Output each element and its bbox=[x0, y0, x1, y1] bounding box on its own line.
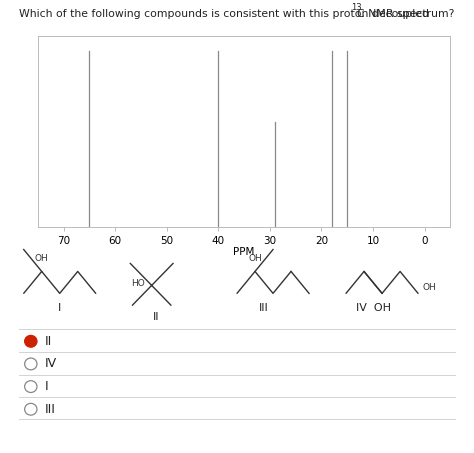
Text: OH: OH bbox=[35, 255, 49, 264]
Text: III: III bbox=[45, 403, 56, 416]
Text: IV  OH: IV OH bbox=[356, 304, 391, 313]
Text: Which of the following compounds is consistent with this proton decoupled: Which of the following compounds is cons… bbox=[19, 9, 432, 19]
Text: IV: IV bbox=[45, 357, 57, 371]
Text: HO: HO bbox=[131, 279, 145, 288]
Text: I: I bbox=[58, 304, 61, 313]
X-axis label: PPM: PPM bbox=[233, 247, 255, 257]
Text: I: I bbox=[45, 380, 49, 393]
Text: OH: OH bbox=[423, 283, 437, 292]
Text: II: II bbox=[153, 312, 160, 322]
Text: OH: OH bbox=[248, 255, 262, 264]
Text: C NMR spectrum?: C NMR spectrum? bbox=[357, 9, 455, 19]
Text: III: III bbox=[259, 304, 269, 313]
Text: II: II bbox=[45, 335, 52, 348]
Text: 13: 13 bbox=[351, 3, 362, 12]
